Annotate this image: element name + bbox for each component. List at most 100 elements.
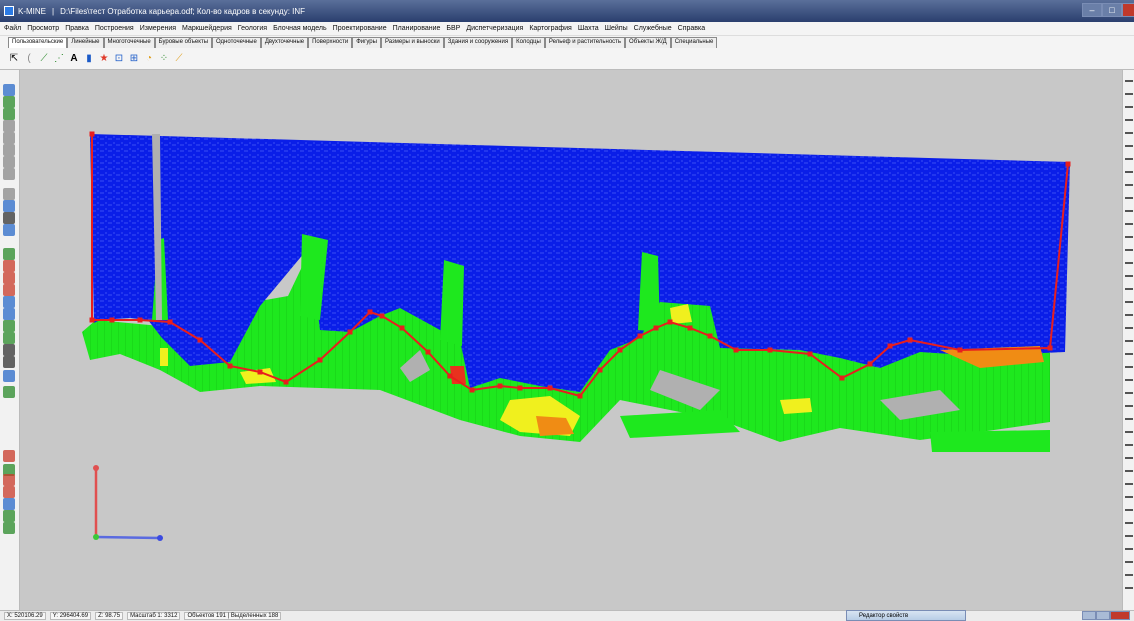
- tab-10[interactable]: Колодцы: [512, 37, 545, 48]
- tool-23-icon[interactable]: [3, 386, 15, 398]
- tool-7-icon[interactable]: [3, 168, 15, 180]
- tool-19-icon[interactable]: [3, 332, 15, 344]
- menu-item-15[interactable]: Служебные: [633, 25, 672, 32]
- tab-1[interactable]: Линейные: [67, 37, 104, 48]
- side-tool-4-icon[interactable]: [1125, 132, 1133, 134]
- side-tool-12-icon[interactable]: [1125, 236, 1133, 238]
- pit-vertex-19[interactable]: [547, 385, 553, 391]
- pit-vertex-9[interactable]: [317, 357, 323, 363]
- side-tool-30-icon[interactable]: [1125, 470, 1133, 472]
- tool-27-icon[interactable]: [3, 486, 15, 498]
- tool-11-icon[interactable]: [3, 224, 15, 236]
- menu-item-4[interactable]: Измерения: [139, 25, 177, 32]
- pit-vertex-1[interactable]: [89, 317, 95, 323]
- pit-vertex-24[interactable]: [653, 325, 659, 331]
- pit-vertex-7[interactable]: [257, 369, 263, 375]
- pit-vertex-11[interactable]: [367, 309, 373, 315]
- pit-vertex-20[interactable]: [577, 393, 583, 399]
- menu-item-1[interactable]: Просмотр: [27, 25, 60, 32]
- menu-item-9[interactable]: Планирование: [392, 25, 441, 32]
- tool-16-icon[interactable]: [3, 296, 15, 308]
- menu-item-13[interactable]: Шахта: [577, 25, 599, 32]
- menu-item-6[interactable]: Геология: [237, 25, 268, 32]
- side-tool-24-icon[interactable]: [1125, 392, 1133, 394]
- side-tool-18-icon[interactable]: [1125, 314, 1133, 316]
- pit-vertex-13[interactable]: [399, 325, 405, 331]
- side-tool-0-icon[interactable]: [1125, 80, 1133, 82]
- pit-vertex-15[interactable]: [447, 373, 453, 379]
- pit-vertex-36[interactable]: [1047, 345, 1053, 351]
- pit-vertex-29[interactable]: [767, 347, 773, 353]
- side-tool-39-icon[interactable]: [1125, 587, 1133, 589]
- side-tool-1-icon[interactable]: [1125, 93, 1133, 95]
- block-model-view[interactable]: [20, 70, 1122, 610]
- side-tool-7-icon[interactable]: [1125, 171, 1133, 173]
- pit-vertex-28[interactable]: [733, 347, 739, 353]
- close-button[interactable]: ✕: [1122, 3, 1134, 17]
- menu-item-10[interactable]: БВР: [446, 25, 461, 32]
- side-tool-13-icon[interactable]: [1125, 249, 1133, 251]
- tool-8-icon[interactable]: [3, 188, 15, 200]
- menu-item-11[interactable]: Диспетчеризация: [466, 25, 524, 32]
- side-tool-5-icon[interactable]: [1125, 145, 1133, 147]
- tool-24-icon[interactable]: [3, 450, 15, 462]
- star-icon[interactable]: ★: [99, 52, 109, 64]
- menu-item-2[interactable]: Правка: [65, 25, 89, 32]
- menu-item-16[interactable]: Справка: [677, 25, 706, 32]
- pie-icon[interactable]: ◔: [145, 52, 153, 64]
- side-tool-36-icon[interactable]: [1125, 548, 1133, 550]
- pit-vertex-3[interactable]: [137, 317, 143, 323]
- side-tool-27-icon[interactable]: [1125, 431, 1133, 433]
- side-tool-21-icon[interactable]: [1125, 353, 1133, 355]
- wand-icon[interactable]: ⟋: [175, 52, 183, 64]
- tool-4-icon[interactable]: [3, 132, 15, 144]
- pit-vertex-26[interactable]: [687, 325, 693, 331]
- pit-vertex-22[interactable]: [617, 347, 623, 353]
- select-arrow-icon[interactable]: ⇱: [9, 52, 19, 64]
- tab-3[interactable]: Буровые объекты: [154, 37, 213, 48]
- points-icon[interactable]: ⁘: [159, 52, 169, 64]
- side-tool-17-icon[interactable]: [1125, 301, 1133, 303]
- side-tool-6-icon[interactable]: [1125, 158, 1133, 160]
- pit-vertex-31[interactable]: [839, 375, 845, 381]
- tab-7[interactable]: Фигуры: [352, 37, 381, 48]
- side-tool-25-icon[interactable]: [1125, 405, 1133, 407]
- pit-vertex-34[interactable]: [907, 337, 913, 343]
- side-tool-16-icon[interactable]: [1125, 288, 1133, 290]
- tool-29-icon[interactable]: [3, 510, 15, 522]
- side-tool-23-icon[interactable]: [1125, 379, 1133, 381]
- side-tool-26-icon[interactable]: [1125, 418, 1133, 420]
- pit-vertex-2[interactable]: [109, 317, 115, 323]
- tool-14-icon[interactable]: [3, 272, 15, 284]
- minimize-button[interactable]: –: [1082, 3, 1102, 17]
- pit-vertex-37[interactable]: [1065, 161, 1071, 167]
- tool-0-icon[interactable]: [3, 84, 15, 96]
- panel-maximize-button[interactable]: [1096, 611, 1110, 620]
- panel-minimize-button[interactable]: [1082, 611, 1096, 620]
- side-tool-3-icon[interactable]: [1125, 119, 1133, 121]
- polyline-dotted-icon[interactable]: ⋰: [54, 52, 64, 64]
- menu-item-3[interactable]: Построения: [94, 25, 134, 32]
- pit-vertex-23[interactable]: [637, 333, 643, 339]
- bar-chart-icon[interactable]: ▮: [86, 52, 92, 64]
- side-tool-15-icon[interactable]: [1125, 275, 1133, 277]
- side-tool-38-icon[interactable]: [1125, 574, 1133, 576]
- tool-26-icon[interactable]: [3, 474, 15, 486]
- tool-12-icon[interactable]: [3, 248, 15, 260]
- pit-vertex-4[interactable]: [167, 319, 173, 325]
- side-tool-20-icon[interactable]: [1125, 340, 1133, 342]
- grid-icon[interactable]: ⊞: [129, 52, 139, 64]
- pit-vertex-33[interactable]: [887, 343, 893, 349]
- side-tool-29-icon[interactable]: [1125, 457, 1133, 459]
- menu-item-12[interactable]: Картография: [529, 25, 572, 32]
- menu-item-0[interactable]: Файл: [4, 25, 22, 32]
- tool-15-icon[interactable]: [3, 284, 15, 296]
- tool-10-icon[interactable]: [3, 212, 15, 224]
- pit-vertex-5[interactable]: [197, 337, 203, 343]
- side-tool-37-icon[interactable]: [1125, 561, 1133, 563]
- tool-2-icon[interactable]: [3, 108, 15, 120]
- pit-vertex-12[interactable]: [379, 313, 385, 319]
- side-tool-34-icon[interactable]: [1125, 522, 1133, 524]
- tab-13[interactable]: Специальные: [670, 37, 718, 48]
- pit-vertex-6[interactable]: [227, 363, 233, 369]
